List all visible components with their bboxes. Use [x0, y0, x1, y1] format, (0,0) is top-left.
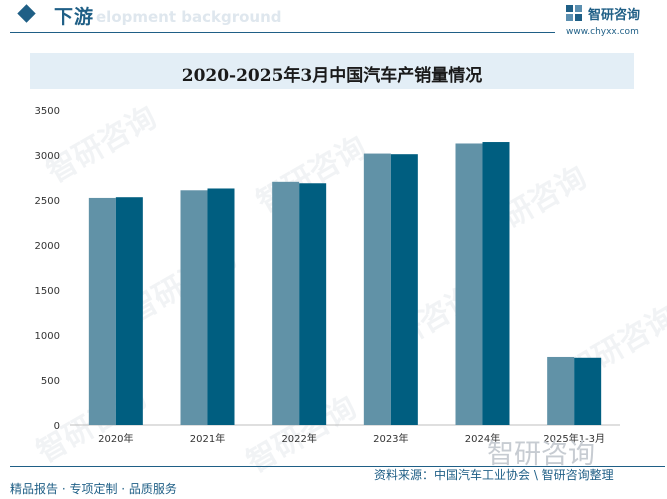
bar-series-1 [272, 181, 300, 425]
bar-series-1 [547, 356, 575, 425]
brand-name: 智研咨询 [588, 8, 641, 23]
x-tick-label: 2020年 [98, 432, 133, 445]
bar-series-2 [207, 188, 235, 425]
y-tick-label: 1500 [35, 286, 60, 297]
y-tick-label: 3500 [35, 106, 60, 117]
footer-divider [10, 466, 665, 467]
brand-url: www.chyxx.com [566, 27, 639, 37]
bar-series-2 [299, 183, 327, 425]
chart-title: 2020-2025年3月中国汽车产销量情况 [181, 66, 483, 86]
bar-series-2 [574, 357, 602, 425]
bar-series-1 [88, 197, 116, 425]
source-note: 资料来源：中国汽车工业协会 \ 智研咨询整理 [374, 468, 614, 482]
bar-series-1 [363, 153, 391, 425]
watermark-logo: 智研咨询 [487, 439, 595, 470]
bar-series-2 [482, 142, 510, 426]
x-tick-label: 2023年 [373, 432, 408, 445]
y-tick-label: 500 [41, 376, 60, 387]
y-tick-label: 2500 [35, 196, 60, 207]
chart-title-bar: 2020-2025年3月中国汽车产销量情况 [30, 53, 634, 89]
header-divider [10, 32, 555, 33]
brand-logo-icon [566, 5, 582, 21]
bar-series-2 [390, 154, 418, 425]
bar-series-1 [455, 143, 483, 426]
y-tick-label: 0 [54, 421, 60, 432]
y-tick-label: 1000 [35, 331, 60, 342]
section-subtitle: elopment background [96, 8, 282, 26]
section-title: 下游 [54, 6, 95, 28]
bar-series-1 [180, 190, 208, 425]
footer-tagline: 精品报告 · 专项定制 · 品质服务 [10, 482, 177, 496]
x-tick-label: 2024年 [465, 432, 500, 445]
x-tick-label: 2021年 [190, 432, 225, 445]
y-tick-label: 3000 [35, 151, 60, 162]
x-tick-label: 2025年1-3月 [543, 432, 605, 445]
section-header: elopment background 下游 智研咨询 www.chyxx.co… [0, 0, 667, 40]
y-tick-label: 2000 [35, 241, 60, 252]
bar-series-2 [115, 197, 143, 425]
x-tick-label: 2022年 [281, 432, 316, 445]
